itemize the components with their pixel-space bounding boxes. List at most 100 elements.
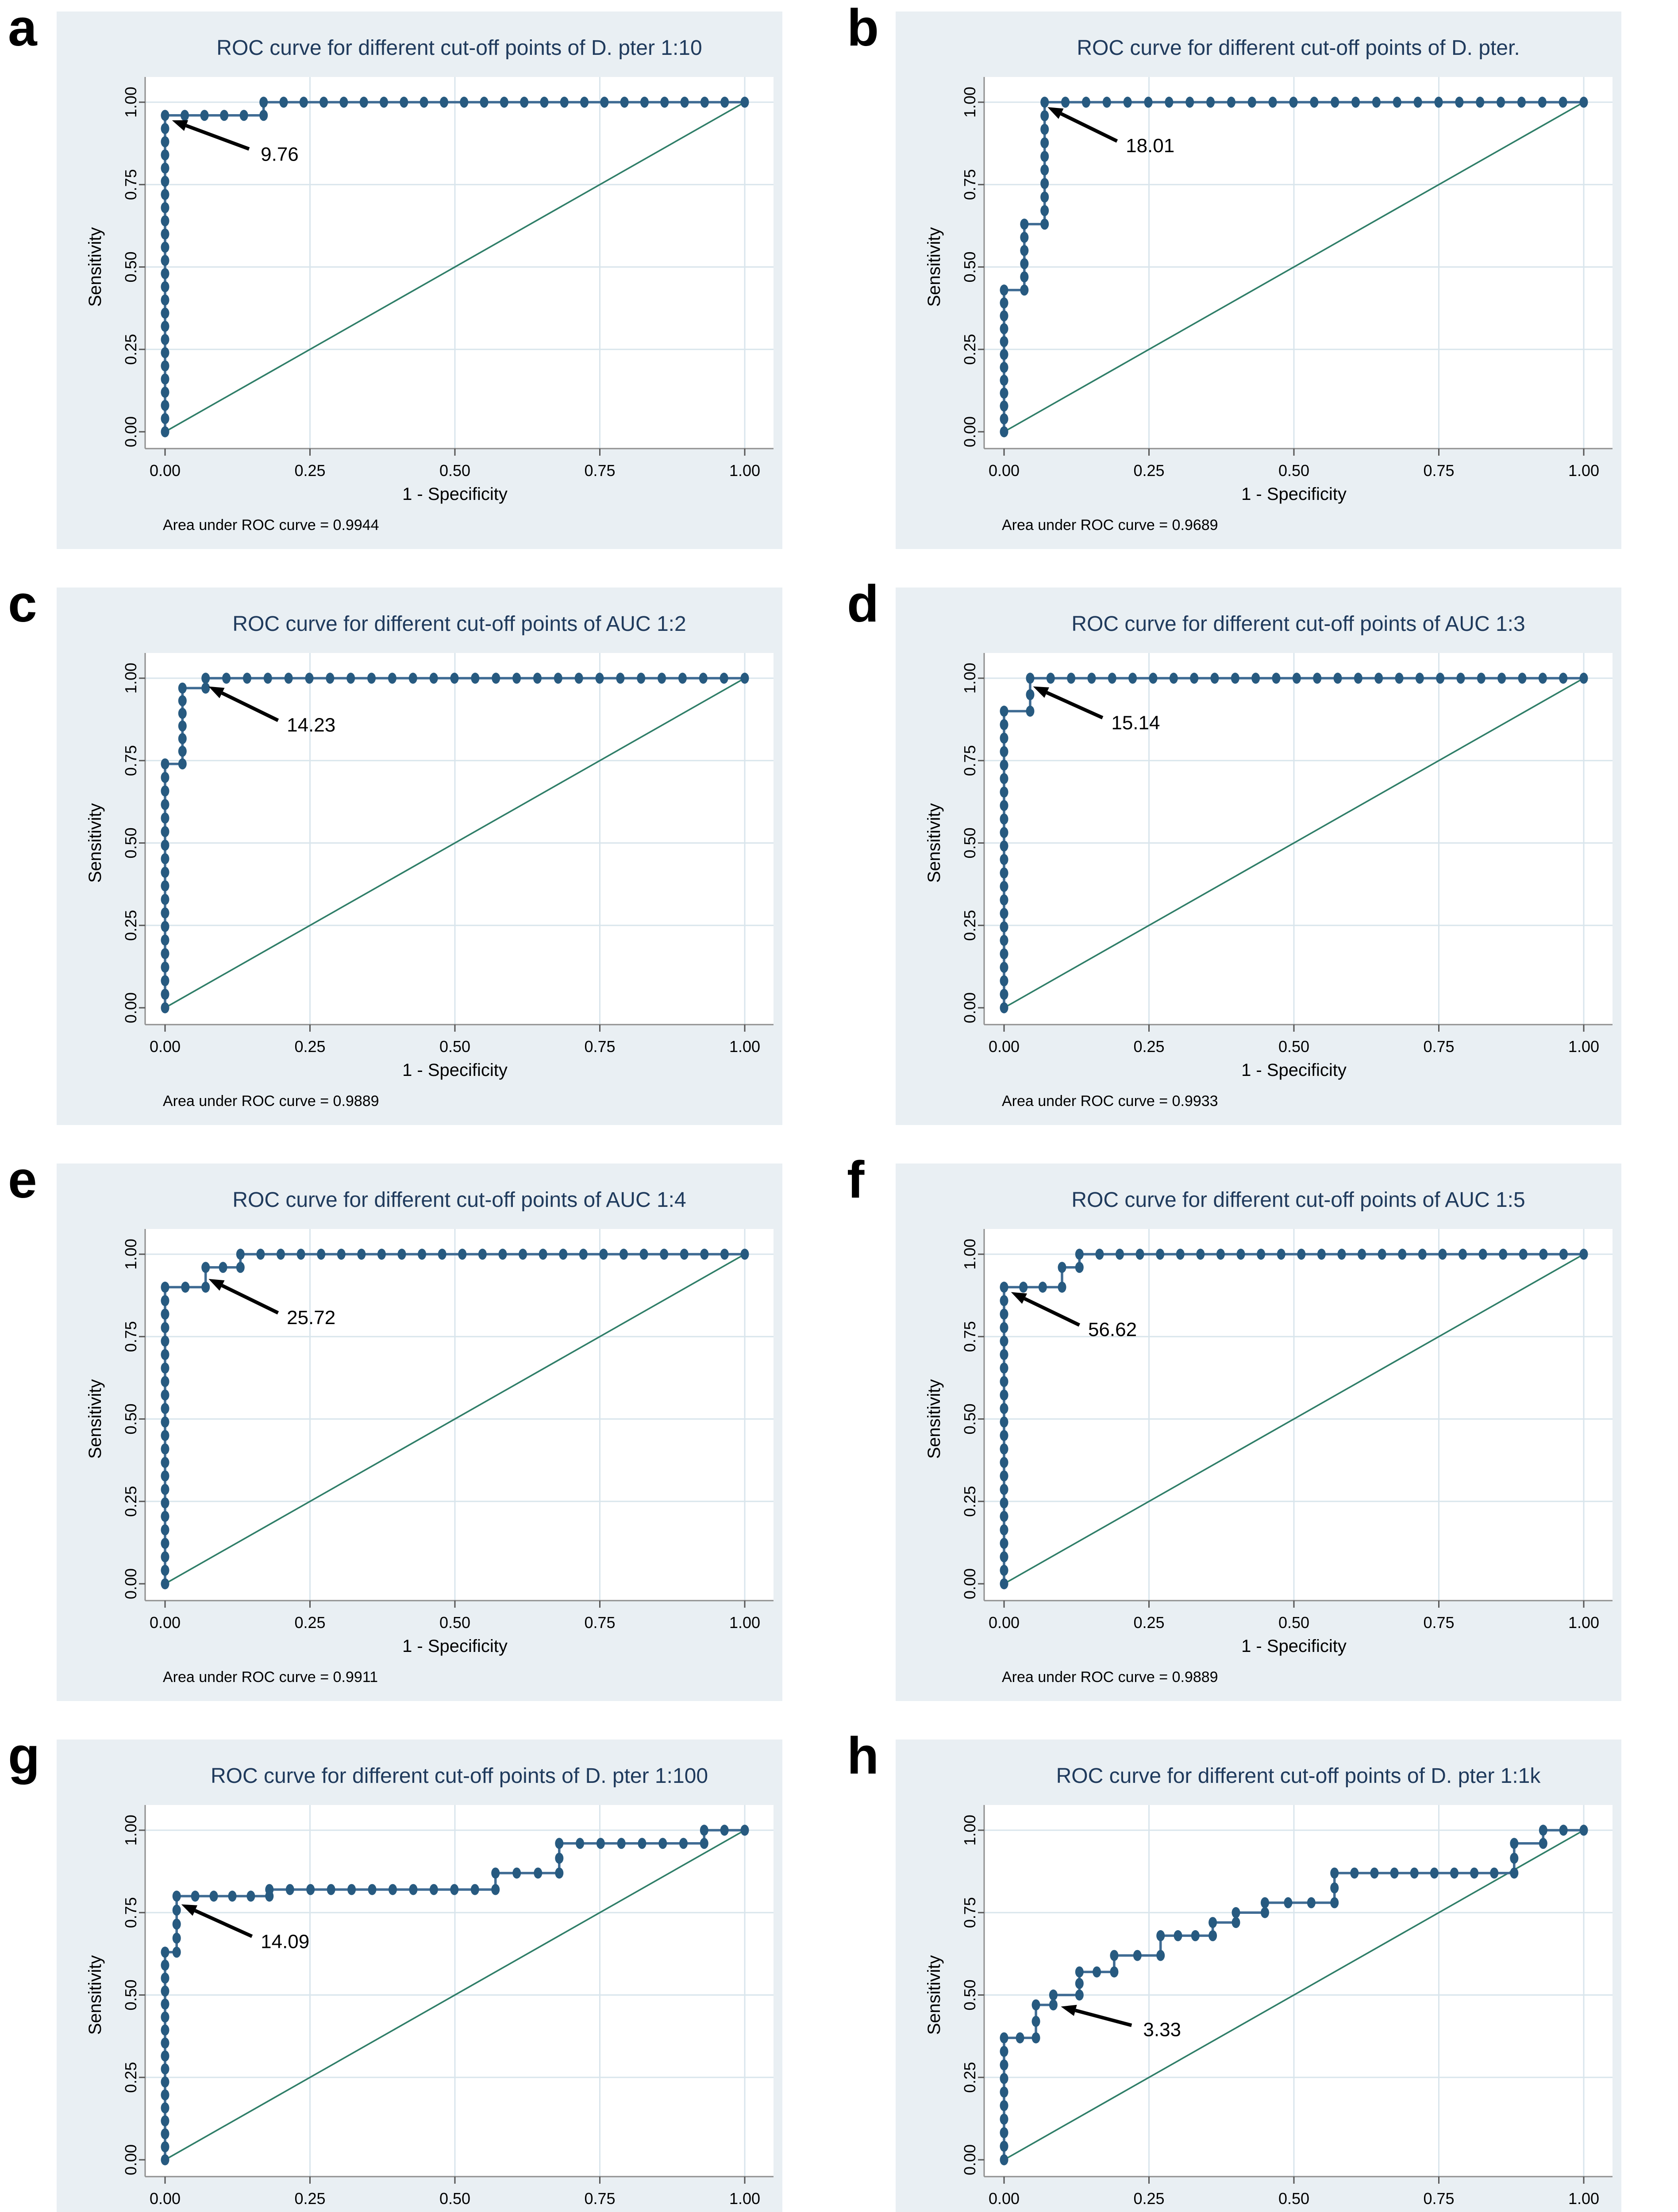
data-point-marker [191, 1890, 200, 1902]
data-point-marker [1497, 672, 1506, 684]
roc-markers [161, 96, 749, 438]
data-point-marker [161, 1511, 169, 1522]
x-axis-title: 1 - Specificity [1241, 1636, 1347, 1656]
data-point-marker [1058, 1282, 1066, 1293]
reference-line [1004, 677, 1584, 1009]
data-point-marker [1000, 400, 1008, 412]
data-point-marker [1292, 672, 1301, 684]
data-point-marker [1395, 672, 1404, 684]
data-point-marker [201, 1282, 210, 1293]
data-point-marker [1049, 1999, 1058, 2011]
data-point-marker [265, 1884, 274, 1895]
data-point-marker [172, 1890, 181, 1902]
data-point-marker [1102, 96, 1111, 108]
data-point-marker [1418, 1248, 1427, 1260]
data-point-marker [359, 96, 368, 108]
data-point-marker [161, 1484, 169, 1495]
data-point-marker [1000, 310, 1008, 322]
data-point-marker [596, 1838, 605, 1849]
data-point-marker [1040, 178, 1049, 189]
x-tick-label: 1.00 [1568, 461, 1599, 480]
chart-title: ROC curve for different cut-off points o… [1071, 612, 1525, 636]
data-point-marker [1458, 1248, 1467, 1260]
data-point-marker [1510, 1852, 1519, 1864]
chart-title: ROC curve for different cut-off points o… [1071, 1188, 1525, 1212]
cutoff-arrow-shaft [221, 691, 279, 722]
data-point-marker [161, 2141, 169, 2153]
data-point-marker [201, 1262, 210, 1273]
x-tick-label: 0.00 [989, 2189, 1020, 2208]
y-tick-label: 0.75 [961, 745, 979, 776]
data-point-marker [616, 672, 625, 684]
y-tick-label: 0.75 [961, 169, 979, 200]
x-tick-label: 0.25 [1133, 461, 1164, 480]
data-point-marker [1038, 1282, 1047, 1293]
data-point-marker [740, 96, 749, 108]
x-tick-label: 0.25 [294, 2189, 325, 2208]
x-tick-label: 0.00 [150, 2189, 181, 2208]
data-point-marker [178, 682, 187, 694]
data-point-marker [161, 294, 169, 306]
data-point-marker [1196, 1248, 1205, 1260]
data-point-marker [1000, 948, 1008, 960]
data-point-marker [161, 2089, 169, 2101]
y-tick-label: 1.00 [961, 1239, 979, 1270]
data-point-marker [161, 2050, 169, 2062]
data-point-marker [1081, 96, 1090, 108]
x-tick-label: 1.00 [729, 461, 760, 480]
x-tick-label: 0.50 [439, 1037, 470, 1056]
x-tick-label: 0.75 [1423, 1613, 1454, 1632]
y-tick-label: 0.50 [122, 827, 140, 858]
data-point-marker [161, 1430, 169, 1441]
roc-panel-d: 0.00 0.00 0.25 0.25 0.50 0.50 0.75 0.75 1.00 1.00… [896, 588, 1621, 1125]
data-point-marker [1000, 719, 1008, 730]
data-point-marker [161, 1565, 169, 1576]
data-point-marker [1393, 96, 1401, 108]
chart-title: ROC curve for different cut-off points o… [232, 612, 686, 636]
data-point-marker [620, 96, 629, 108]
data-point-marker [1095, 1248, 1104, 1260]
cutoff-arrow-head [1061, 2005, 1077, 2016]
data-point-marker [460, 96, 469, 108]
data-point-marker [242, 672, 251, 684]
data-point-marker [161, 812, 169, 824]
y-tick-label: 1.00 [122, 663, 140, 694]
x-tick-label: 1.00 [1568, 2189, 1599, 2208]
panel-cell-a: a 0.00 0.00 0.25 0.25 0.50 0.50 0.75 0.75 1.00 1.0… [0, 0, 839, 576]
cutoff-arrow-head [208, 1279, 225, 1291]
data-point-marker [1000, 284, 1008, 296]
x-tick-label: 0.00 [150, 1037, 181, 1056]
data-point-marker [161, 1998, 169, 2010]
roc-panel-h: 0.00 0.00 0.25 0.25 0.50 0.50 0.75 0.75 1.00 1.00… [896, 1740, 1621, 2212]
x-tick-label: 0.75 [1423, 2189, 1454, 2208]
x-tick-label: 0.50 [439, 2189, 470, 2208]
panel-letter: c [8, 575, 37, 633]
data-point-marker [1000, 1002, 1008, 1014]
y-tick-label: 0.25 [122, 2062, 140, 2093]
data-point-marker [161, 387, 169, 398]
roc-panel-b: 0.00 0.00 0.25 0.25 0.50 0.50 0.75 0.75 1.00 1.00… [896, 12, 1621, 549]
data-point-marker [1000, 894, 1008, 906]
data-point-marker [720, 672, 728, 684]
y-axis-title: Sensitivity [924, 803, 944, 883]
data-point-marker [680, 1248, 689, 1260]
data-point-marker [450, 672, 459, 684]
cutoff-value-label: 9.76 [261, 144, 299, 165]
data-point-marker [161, 1376, 169, 1387]
y-axis-title: Sensitivity [85, 1379, 105, 1459]
data-point-marker [181, 110, 189, 121]
data-point-marker [1206, 96, 1215, 108]
data-point-marker [1538, 96, 1547, 108]
data-point-marker [1499, 1248, 1508, 1260]
data-point-marker [357, 1248, 366, 1260]
panel-letter: e [8, 1151, 37, 1209]
roc-markers [161, 672, 749, 1014]
data-point-marker [1337, 1248, 1346, 1260]
data-point-marker [1476, 96, 1485, 108]
data-point-marker [560, 96, 569, 108]
data-point-marker [161, 110, 169, 121]
data-point-marker [161, 1322, 169, 1333]
gridlines [145, 1229, 774, 1601]
data-point-marker [1370, 1867, 1379, 1879]
data-point-marker [1517, 96, 1526, 108]
